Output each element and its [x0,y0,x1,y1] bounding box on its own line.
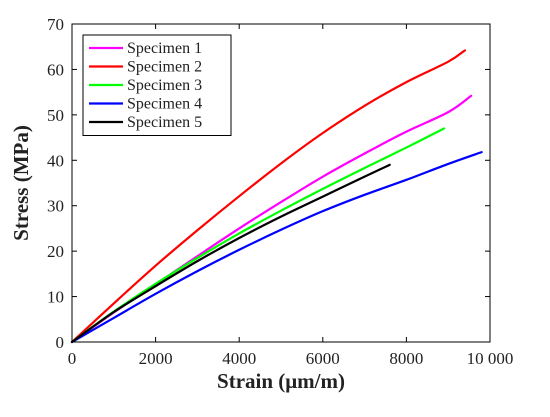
y-tick-label: 20 [47,242,64,261]
x-tick-label: 6000 [306,349,340,368]
series-line-specimen-2 [70,49,467,344]
axis-tick-labels: 0 2000 4000 6000 8000 10 000 0 10 20 30 40 50 60 70 [47,15,513,368]
x-tick-label: 2000 [139,349,173,368]
plot-frame [71,23,491,343]
y-axis-title: Stress (MPa) [9,125,33,241]
x-tick-label: 0 [68,349,77,368]
series-line-specimen-3 [70,127,446,344]
y-tick-label: 40 [47,151,64,170]
axis-ticks [71,23,491,343]
legend-label-specimen-2: Specimen 2 [127,59,202,76]
y-tick-label: 10 [47,288,64,307]
x-axis-title: Strain (μm/m) [217,369,345,393]
series-line-specimen-5 [70,163,391,344]
y-tick-label: 50 [47,106,64,125]
plot-lines [70,49,483,344]
y-tick-label: 0 [56,333,65,352]
x-tick-label: 8000 [389,349,423,368]
x-tick-label: 4000 [222,349,256,368]
y-tick-label: 30 [47,197,64,216]
legend-label-specimen-5: Specimen 5 [127,114,202,131]
y-tick-label: 60 [47,60,64,79]
legend-label-specimen-1: Specimen 1 [127,40,202,57]
y-tick-label: 70 [47,15,64,34]
series-line-specimen-4 [70,151,483,344]
legend-label-specimen-3: Specimen 3 [127,77,202,94]
x-tick-label: 10 000 [467,349,514,368]
legend-label-specimen-4: Specimen 4 [127,96,202,113]
